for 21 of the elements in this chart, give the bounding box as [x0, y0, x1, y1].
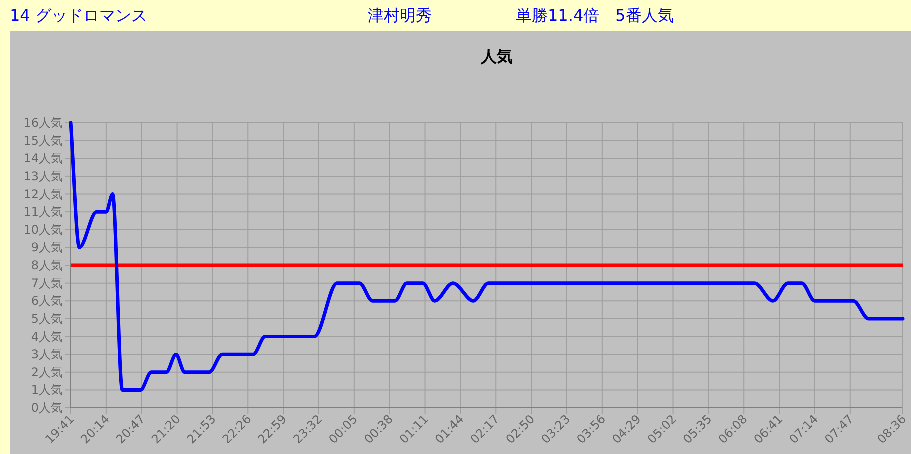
y-tick-label: 16人気: [24, 116, 63, 130]
y-tick-label: 12人気: [24, 187, 63, 202]
y-tick-label: 13人気: [24, 169, 63, 184]
y-tick-label: 8人気: [31, 258, 63, 272]
y-tick-label: 15人気: [24, 134, 63, 148]
y-tick-label: 6人気: [31, 294, 63, 308]
text: 単勝11.4倍 5番人気: [516, 6, 674, 25]
y-tick-label: 3人気: [31, 348, 63, 362]
y-tick-label: 11人気: [24, 205, 63, 220]
y-tick-label: 1人気: [31, 383, 63, 398]
y-tick-label: 4人気: [31, 330, 63, 344]
y-tick-label: 2人気: [31, 365, 63, 380]
chart-title: 人気: [480, 47, 513, 66]
y-tick-label: 5人気: [31, 312, 63, 326]
y-tick-label: 0人気: [31, 401, 63, 415]
text: 津村明秀: [368, 6, 432, 25]
y-tick-label: 10人気: [24, 222, 63, 237]
y-tick-label: 7人気: [31, 276, 63, 290]
y-tick-label: 14人気: [24, 152, 63, 166]
y-tick-label: 9人気: [31, 240, 63, 255]
text: 14 グッドロマンス: [10, 6, 148, 25]
